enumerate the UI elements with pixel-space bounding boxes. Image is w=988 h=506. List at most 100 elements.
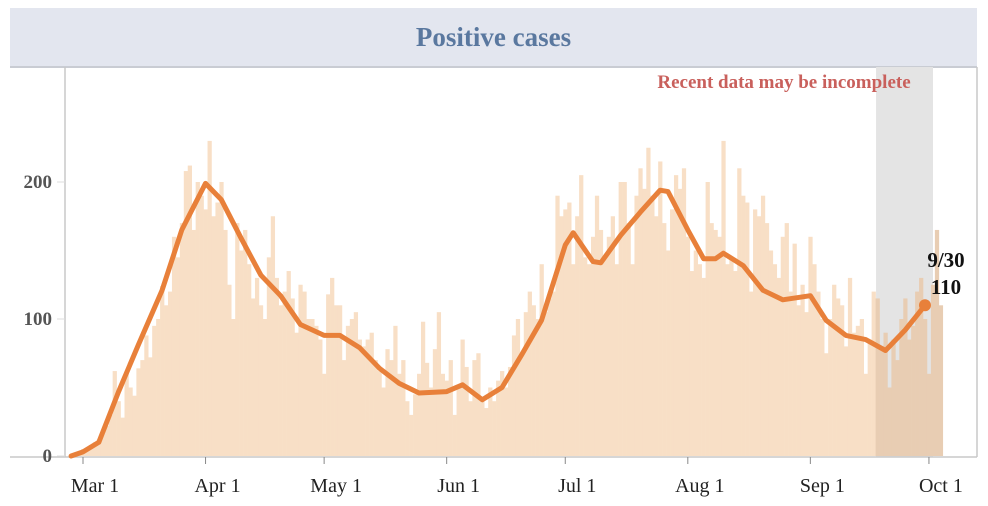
daily-bar [879,346,884,456]
daily-bar [334,305,339,456]
daily-bar [247,264,252,456]
daily-bar [602,257,608,456]
daily-bar [444,380,449,456]
daily-bar [590,236,596,456]
daily-bar [539,264,544,456]
daily-bar [697,264,702,456]
daily-bar [341,360,347,456]
y-tick-label: 100 [24,309,53,330]
x-tick-label: Mar 1 [71,475,119,497]
daily-bar [302,291,307,456]
daily-bar [167,291,173,456]
daily-bar [693,250,698,456]
daily-bar [187,165,192,456]
daily-bar [527,291,532,456]
daily-bar [104,425,109,456]
daily-bar [365,339,370,456]
daily-bar [919,277,924,456]
y-tick-label: 0 [43,446,53,467]
daily-bar [741,195,746,456]
daily-bar [326,294,331,456]
annotation-value: 110 [931,275,961,299]
daily-bar [547,298,552,456]
daily-bar [488,387,493,456]
daily-bar [654,216,659,456]
daily-bar [753,209,758,456]
daily-bar [318,339,323,456]
daily-bar [832,284,837,456]
daily-bar [183,171,189,457]
daily-bar [428,387,434,456]
daily-bar [705,182,710,456]
y-ticks-group: 0 100 200 [24,172,65,467]
daily-bar [709,223,714,456]
daily-bar [480,401,485,456]
daily-bar [634,195,639,456]
daily-bar [195,182,200,456]
daily-bar [507,366,513,456]
daily-bar [314,325,319,456]
daily-bar [401,360,406,456]
daily-bar [926,373,932,456]
daily-bar [816,291,821,456]
daily-bar [713,229,718,456]
daily-bar [251,298,256,456]
daily-bar [515,319,521,456]
daily-bar [179,223,185,456]
daily-bar [345,325,351,456]
daily-bar [409,414,414,456]
daily-bar [519,353,525,456]
daily-bar [460,339,465,456]
daily-bar [800,284,805,456]
daily-bar [598,229,604,456]
daily-bar [156,319,161,456]
daily-bar [144,335,149,456]
daily-bar [132,395,137,456]
daily-bar [840,305,845,456]
daily-bar [262,319,268,456]
daily-bar [934,229,940,456]
daily-bar [551,291,556,456]
daily-bar [523,312,529,456]
daily-bar [938,305,944,456]
daily-bar [875,298,880,456]
x-tick-label: Jul 1 [558,475,596,497]
daily-bar [626,223,631,456]
daily-bar [258,305,264,456]
daily-bar [511,335,517,456]
daily-bar [385,349,390,456]
y-tick-label: 200 [24,172,53,193]
daily-bar [930,284,936,456]
daily-bar [88,445,94,456]
daily-bar [282,291,287,456]
daily-bar [583,257,588,456]
daily-bar [96,439,102,456]
daily-bar [685,236,691,456]
daily-bar [227,284,232,456]
daily-bar [286,271,291,456]
daily-bar [148,357,153,456]
daily-bar [152,325,157,456]
daily-bar [100,434,106,456]
daily-bar [851,332,857,456]
incomplete-note: Recent data may be incomplete [657,72,910,93]
daily-bar [804,312,809,456]
daily-bar [792,243,797,456]
x-tick-label: Jun 1 [437,475,480,497]
daily-bar [108,414,113,456]
daily-bar [349,319,355,456]
daily-bar [191,229,196,456]
daily-bar [393,325,398,456]
daily-bar [468,401,473,456]
daily-bar [290,298,295,456]
daily-bar [721,140,726,456]
daily-bar [219,182,224,456]
daily-bar [899,319,904,456]
daily-bar [440,373,445,456]
daily-bar [776,277,781,456]
daily-bar [867,339,872,456]
chart-title-bar: Positive cases [10,8,977,68]
daily-bar [915,291,920,456]
daily-bar [642,188,647,456]
daily-bar [575,216,580,456]
